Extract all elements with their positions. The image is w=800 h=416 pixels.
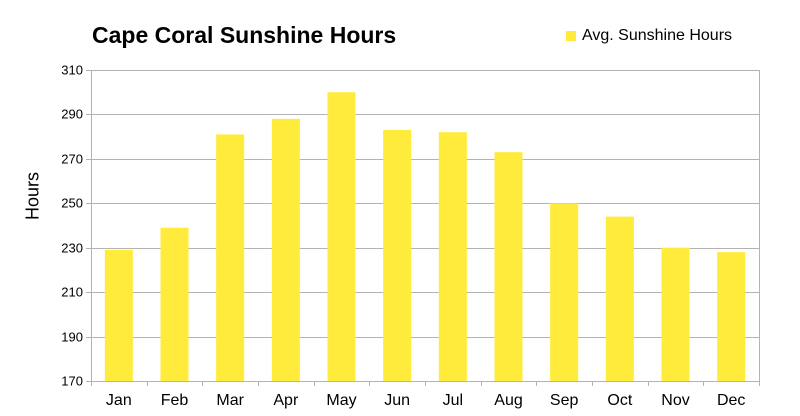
bar: [271, 118, 300, 381]
y-tick-label: 170: [61, 374, 83, 389]
bar: [383, 129, 412, 381]
x-tick-label: Nov: [661, 392, 689, 409]
x-tick-label: Feb: [161, 392, 189, 409]
x-tick-label: Sep: [550, 392, 579, 409]
bar: [438, 132, 467, 381]
bar: [605, 216, 634, 381]
bar: [717, 252, 746, 381]
bar: [160, 227, 189, 381]
x-tick-label: Jan: [106, 392, 132, 409]
chart-title: Cape Coral Sunshine Hours: [92, 22, 397, 48]
x-tick-label: Oct: [607, 392, 632, 409]
y-tick-label: 270: [61, 152, 83, 167]
legend: Avg. Sunshine Hours: [566, 27, 732, 45]
legend-swatch: [566, 31, 576, 41]
x-tick-label: Dec: [717, 392, 745, 409]
x-tick-label: Apr: [273, 392, 299, 409]
bar: [327, 92, 356, 381]
bar: [661, 247, 690, 381]
y-tick-label: 230: [61, 241, 83, 256]
y-tick-label: 250: [61, 196, 83, 211]
y-tick-label: 310: [61, 63, 83, 78]
y-tick-label: 290: [61, 107, 83, 122]
legend-label: Avg. Sunshine Hours: [582, 27, 733, 44]
bar: [494, 152, 523, 381]
x-tick-label: May: [326, 392, 356, 409]
x-tick-label: Jul: [443, 392, 463, 409]
y-tick-label: 190: [61, 330, 83, 345]
y-tick-label: 210: [61, 285, 83, 300]
bar: [104, 249, 133, 381]
x-tick-label: Mar: [216, 392, 244, 409]
bar: [550, 203, 579, 381]
x-tick-label: Aug: [494, 392, 522, 409]
x-tick-label: Jun: [384, 392, 410, 409]
bar: [216, 134, 245, 381]
